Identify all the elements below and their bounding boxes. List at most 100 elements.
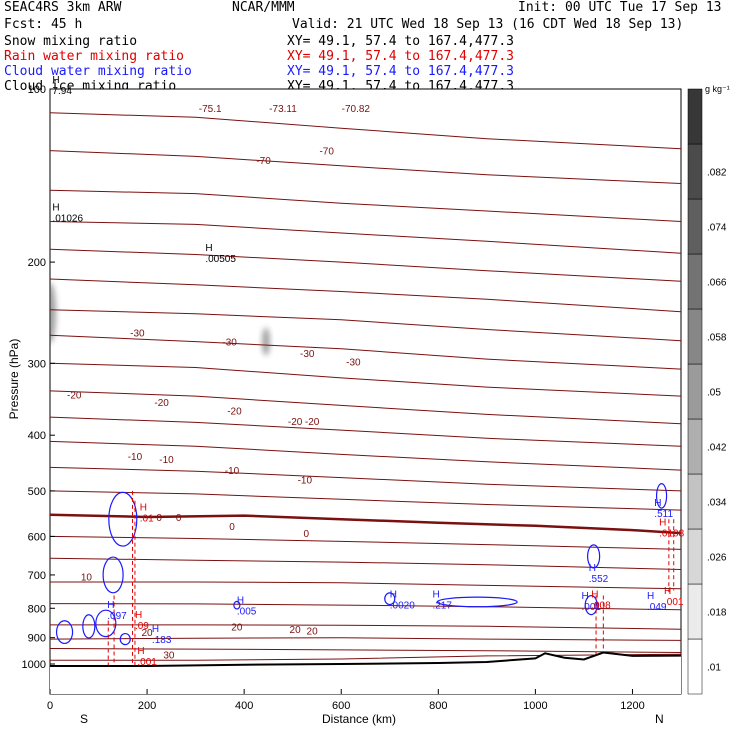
colorbar-box-4 <box>687 418 703 475</box>
isotherm-line-12 <box>50 466 681 492</box>
isotherm-line-17 <box>50 603 681 611</box>
maxima-h-marker-12: H <box>237 595 244 606</box>
maxima-value-9: .049 <box>647 602 667 613</box>
maxima-h-marker-9: H <box>647 591 654 602</box>
colorbar-box-0 <box>687 638 703 695</box>
x-tick-label-0: 0 <box>47 700 53 712</box>
isotherm-label-9: -20 <box>67 391 82 402</box>
maxima-value-16: .001 <box>137 657 157 668</box>
model-label: SEAC4RS 3km ARW <box>4 0 122 15</box>
isotherm-line-19 <box>50 637 681 641</box>
colorbar-label-5: .05 <box>707 388 721 399</box>
isotherm-line-6 <box>50 309 681 342</box>
field-cloudice-name: Cloud ice mixing ratio <box>4 79 177 94</box>
isotherm-line-2 <box>50 189 681 222</box>
cloudwater-contour-6 <box>584 595 598 616</box>
isotherm-label-4: -70 <box>256 156 271 167</box>
y-tick-label-1: 200 <box>28 257 46 269</box>
x-end-label-north: N <box>655 712 664 726</box>
colorbar-box-10 <box>687 88 703 145</box>
x-tick-label-5: 1000 <box>523 700 547 712</box>
plot-content <box>50 112 681 694</box>
maxima-value-0: .01026 <box>52 214 83 225</box>
maxima-value-10: .217 <box>432 600 452 611</box>
y-tick-label-3: 400 <box>28 430 46 442</box>
isotherm-label-25: 20 <box>290 625 302 636</box>
colorbar-box-6 <box>687 308 703 365</box>
colorbar-label-1: .018 <box>707 608 727 619</box>
x-tick-label-2: 400 <box>235 700 253 712</box>
isotherm-label-19: 0 <box>176 513 182 524</box>
isotherm-label-17: -10 <box>298 476 313 487</box>
isotherm-label-24: 20 <box>231 622 243 633</box>
colorbar-box-3 <box>687 473 703 530</box>
maxima-h-marker-0: H <box>52 203 59 214</box>
terrain-line <box>50 651 681 667</box>
y-tick-label-5: 600 <box>28 531 46 543</box>
y-tick-label-6: 700 <box>28 570 46 582</box>
field-cloudwater-name: Cloud water mixing ratio <box>4 64 192 79</box>
colorbar-label-0: .01 <box>707 663 721 674</box>
maxima-value-12: .005 <box>237 606 257 617</box>
cloudwater-contour-2 <box>95 609 117 638</box>
maxima-value-3: .511 <box>654 509 673 520</box>
isotherm-line-16 <box>50 581 681 590</box>
maxima-h-marker-14: H <box>107 600 114 611</box>
x-tick-label-3: 600 <box>332 700 350 712</box>
isotherm-line-10 <box>50 416 681 447</box>
y-tick-label-9: 1000 <box>22 659 46 671</box>
isotherm-line-18 <box>50 624 681 630</box>
maxima-h-marker-17: H <box>140 502 147 513</box>
isotherm-label-11: -20 <box>227 406 242 417</box>
colorbar-box-2 <box>687 528 703 585</box>
field-rain-xy: XY= 49.1, 57.4 to 167.4,477.3 <box>287 49 514 64</box>
field-cloudice-xy: XY= 49.1, 57.4 to 167.4,477.3 <box>287 79 514 94</box>
isotherm-label-3: -70 <box>319 147 334 158</box>
colorbar-box-1 <box>687 583 703 640</box>
y-tick-label-7: 800 <box>28 603 46 615</box>
cloudwater-contour-0 <box>108 491 138 547</box>
cloudwater-contour-10 <box>233 600 241 610</box>
isotherm-label-26: 20 <box>307 627 319 638</box>
isotherm-line-3 <box>50 221 681 254</box>
isotherm-label-13: -20 <box>305 417 320 428</box>
maxima-h-marker-10: H <box>432 589 439 600</box>
isotherm-line-11 <box>50 440 681 471</box>
cloudwater-contour-9 <box>436 596 518 608</box>
terrain-fill <box>50 652 681 694</box>
cloudwater-contour-1 <box>102 556 124 594</box>
fcst-label: Fcst: 45 h <box>4 17 83 32</box>
zero-isotherm-line <box>50 513 681 535</box>
colorbar-label-3: .034 <box>707 498 727 509</box>
field-rain-name: Rain water mixing ratio <box>4 49 185 64</box>
maxima-value-14: .097 <box>107 611 127 622</box>
maxima-value-6: .552 <box>589 574 609 585</box>
x-axis-label: Distance (km) <box>322 712 397 726</box>
y-tick-label-4: 500 <box>28 486 46 498</box>
isotherm-label-7: -30 <box>300 349 315 360</box>
init-label: Init: 00 UTC Tue 17 Sep 13 <box>518 0 722 15</box>
colorbar-label-7: .066 <box>707 278 727 289</box>
maxima-h-marker-15: H <box>135 610 142 621</box>
isotherm-label-22: 10 <box>81 573 93 584</box>
isotherm-label-12: -20 <box>288 417 303 428</box>
y-tick-label-2: 300 <box>28 358 46 370</box>
cloudwater-contour-4 <box>82 614 96 639</box>
isotherm-line-13 <box>50 490 681 511</box>
maxima-h-marker-16: H <box>137 646 144 657</box>
cloudwater-contour-3 <box>55 620 74 645</box>
maxima-value-8: .008 <box>591 600 611 611</box>
x-tick-label-6: 1200 <box>620 700 644 712</box>
isotherm-label-0: -75.1 <box>199 104 222 115</box>
colorbar-box-7 <box>687 253 703 310</box>
maxima-value-1: .00505 <box>205 254 236 265</box>
maxima-h-marker-11: H <box>390 589 397 600</box>
maxima-h-marker-5: H <box>664 586 671 597</box>
field-cloudwater-xy: XY= 49.1, 57.4 to 167.4,477.3 <box>287 64 514 79</box>
maxima-h-marker-6: H <box>589 563 596 574</box>
y-axis-label: Pressure (hPa) <box>7 338 21 420</box>
field-snow-name: Snow mixing ratio <box>4 34 138 49</box>
org-label: NCAR/MMM <box>232 0 295 15</box>
maxima-value-5: .001 <box>664 597 684 608</box>
